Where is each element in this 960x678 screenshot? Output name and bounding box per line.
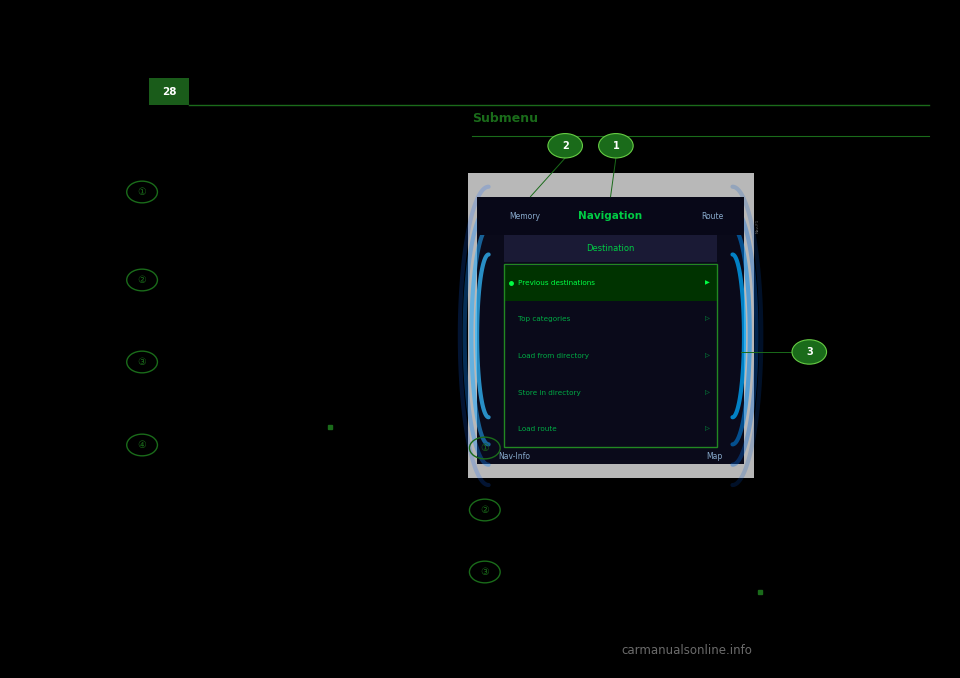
Text: 2: 2 [562,141,568,151]
FancyBboxPatch shape [477,197,744,464]
Circle shape [792,340,827,364]
Text: 3: 3 [805,347,813,357]
Text: Previous destinations: Previous destinations [518,279,595,285]
Text: 28: 28 [161,87,177,96]
Text: ▶: ▶ [705,280,709,285]
Text: 1: 1 [612,141,619,151]
Text: Top categories: Top categories [518,316,570,322]
Text: ④: ④ [137,440,147,450]
Text: ▷: ▷ [705,390,709,395]
FancyBboxPatch shape [468,173,754,478]
Text: Nav-Info: Nav-Info [498,452,531,461]
Text: ②: ② [137,275,147,285]
Text: ▷: ▷ [705,426,709,432]
Text: Store in directory: Store in directory [518,390,581,395]
Text: ①: ① [137,187,147,197]
FancyBboxPatch shape [504,235,717,262]
Text: ①: ① [480,443,490,453]
Text: Load from directory: Load from directory [518,353,589,359]
FancyBboxPatch shape [477,197,744,235]
FancyBboxPatch shape [504,266,717,301]
Text: Submenu: Submenu [472,113,539,125]
Text: ③: ③ [137,357,147,367]
Text: Load route: Load route [518,426,557,432]
Text: ▷: ▷ [705,353,709,359]
FancyBboxPatch shape [149,78,189,105]
Text: Navigation: Navigation [579,211,642,221]
Text: ②: ② [480,505,490,515]
Text: Destination: Destination [587,244,635,254]
Text: Route: Route [701,212,723,220]
Text: carmanualsonline.info: carmanualsonline.info [621,644,752,658]
Circle shape [548,134,583,158]
Text: Memory: Memory [510,212,540,220]
Text: Map: Map [707,452,723,461]
Circle shape [599,134,634,158]
Text: ▷: ▷ [705,317,709,322]
Text: Nav-F1: Nav-F1 [756,218,759,233]
Text: ③: ③ [480,567,490,577]
